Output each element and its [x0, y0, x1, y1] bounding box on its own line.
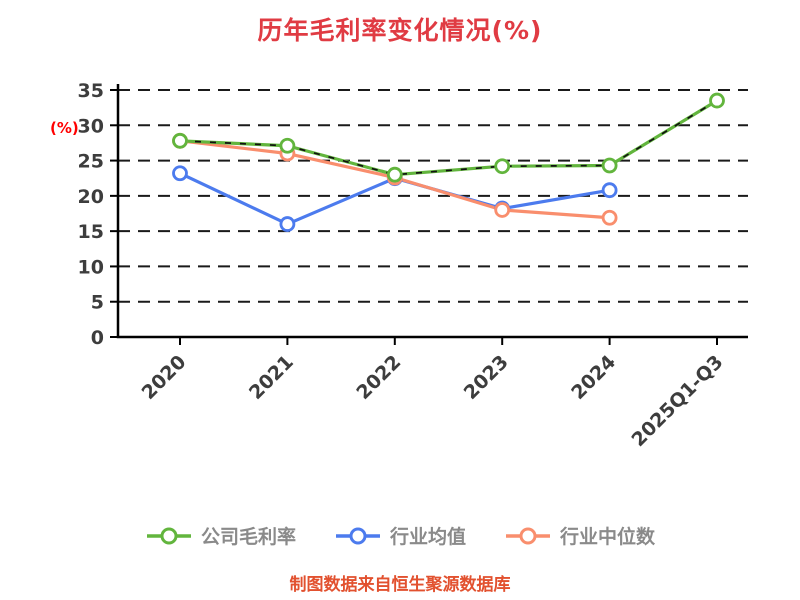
x-tick-label: 2023 — [460, 351, 513, 404]
chart-title: 历年毛利率变化情况(%) — [257, 16, 543, 45]
data-source-note: 制图数据来自恒生聚源数据库 — [289, 575, 511, 595]
y-tick-label: 30 — [78, 115, 104, 137]
legend: 公司毛利率 行业均值 行业中位数 — [0, 522, 800, 549]
data-point-marker — [601, 157, 618, 174]
data-point-marker — [601, 182, 618, 199]
legend-item: 行业中位数 — [504, 522, 655, 549]
data-point-marker — [709, 92, 725, 109]
y-tick-label: 35 — [78, 80, 104, 102]
y-axis-title: (%) — [50, 119, 79, 137]
legend-line-marker-icon — [146, 527, 191, 544]
legend-label: 行业中位数 — [560, 526, 656, 548]
data-point-marker — [601, 209, 618, 226]
data-point-marker — [279, 216, 296, 232]
legend-line-marker-icon — [335, 527, 380, 544]
x-tick-label: 2020 — [138, 351, 191, 404]
series-line-dash-overlay — [179, 99, 718, 176]
legend-item: 行业均值 — [334, 522, 466, 549]
data-point-marker — [494, 158, 511, 175]
y-tick-label: 10 — [78, 256, 104, 278]
legend-label: 行业均值 — [389, 526, 466, 548]
y-tick-label: 15 — [78, 221, 104, 243]
data-point-marker — [172, 132, 188, 149]
y-tick-label: 5 — [91, 292, 104, 314]
legend-label: 公司毛利率 — [200, 526, 296, 548]
legend-item: 公司毛利率 — [145, 522, 296, 549]
data-point-marker — [386, 166, 403, 183]
legend-line-marker-icon — [506, 527, 550, 544]
series-line — [178, 98, 719, 177]
data-point-marker — [172, 165, 188, 182]
x-tick-label: 2024 — [567, 351, 620, 404]
data-point-marker — [494, 202, 511, 218]
x-tick-label: 2021 — [245, 351, 298, 404]
x-tick-label: 2025Q1-Q3 — [627, 351, 727, 451]
y-tick-label: 20 — [78, 186, 104, 208]
y-tick-label: 25 — [78, 151, 104, 173]
y-tick-label: 0 — [91, 327, 104, 349]
x-tick-label: 2022 — [352, 351, 405, 404]
data-point-marker — [279, 137, 296, 154]
